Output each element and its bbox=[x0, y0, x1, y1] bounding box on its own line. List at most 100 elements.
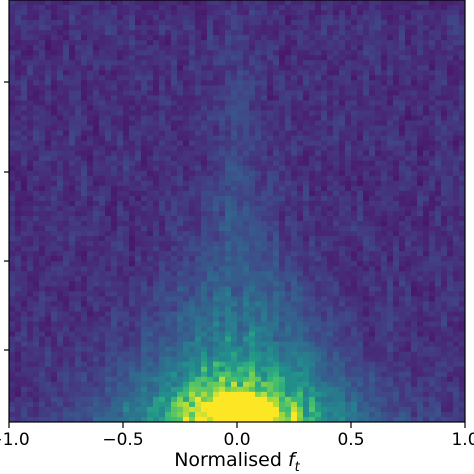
heatmap-cell bbox=[93, 35, 100, 41]
heatmap-cell bbox=[135, 145, 142, 152]
heatmap-cell bbox=[375, 85, 382, 92]
heatmap-cell bbox=[33, 130, 40, 137]
heatmap-cell bbox=[243, 291, 250, 297]
heatmap-cell bbox=[123, 271, 130, 277]
heatmap-cell bbox=[93, 100, 100, 107]
heatmap-cell bbox=[297, 291, 304, 297]
heatmap-cell bbox=[33, 200, 40, 207]
heatmap-cell bbox=[459, 221, 465, 227]
heatmap-cell bbox=[189, 291, 196, 297]
heatmap-cell bbox=[9, 205, 16, 212]
heatmap-cell bbox=[147, 90, 154, 97]
heatmap-cell bbox=[417, 306, 424, 313]
heatmap-cell bbox=[255, 80, 262, 86]
heatmap-cell bbox=[417, 185, 424, 192]
heatmap-cell bbox=[93, 60, 100, 66]
heatmap-cell bbox=[201, 211, 208, 217]
heatmap-cell bbox=[447, 256, 454, 262]
heatmap-cell bbox=[9, 115, 16, 122]
heatmap-cell bbox=[363, 135, 370, 142]
heatmap-cell bbox=[363, 65, 370, 71]
heatmap-cell bbox=[21, 226, 28, 232]
heatmap-cell bbox=[153, 5, 160, 11]
heatmap-cell bbox=[453, 65, 460, 71]
heatmap-cell bbox=[69, 50, 76, 56]
heatmap-cell bbox=[297, 251, 304, 257]
heatmap-cell bbox=[15, 241, 22, 247]
heatmap-cell bbox=[21, 140, 28, 147]
heatmap-cell bbox=[93, 20, 100, 26]
heatmap-cell bbox=[393, 5, 400, 11]
heatmap-cell bbox=[207, 15, 214, 21]
heatmap-cell bbox=[135, 170, 142, 177]
heatmap-cell bbox=[441, 60, 448, 66]
heatmap-cell bbox=[273, 40, 280, 46]
heatmap-cell bbox=[423, 60, 430, 66]
heatmap-cell bbox=[183, 0, 190, 6]
heatmap-cell bbox=[153, 130, 160, 137]
heatmap-cell bbox=[399, 95, 406, 102]
heatmap-cell bbox=[267, 90, 274, 97]
heatmap-cell bbox=[363, 40, 370, 46]
heatmap-cell bbox=[51, 321, 58, 328]
heatmap-cell bbox=[207, 165, 214, 172]
heatmap-cell bbox=[189, 70, 196, 76]
heatmap-cell bbox=[213, 50, 220, 56]
heatmap-cell bbox=[21, 286, 28, 292]
heatmap-cell bbox=[309, 35, 316, 41]
heatmap-cell bbox=[57, 281, 64, 287]
heatmap-cell bbox=[87, 95, 94, 102]
heatmap-cell bbox=[273, 271, 280, 277]
heatmap-cell bbox=[231, 110, 238, 117]
heatmap-cell bbox=[231, 0, 238, 6]
heatmap-cell bbox=[231, 200, 238, 207]
heatmap-cell bbox=[459, 241, 465, 247]
heatmap-cell bbox=[105, 200, 112, 207]
heatmap-cell bbox=[249, 45, 256, 51]
heatmap-cell bbox=[39, 276, 46, 282]
heatmap-cell bbox=[57, 145, 64, 152]
heatmap-cell bbox=[111, 221, 118, 227]
heatmap-cell bbox=[459, 165, 465, 172]
heatmap-cell bbox=[87, 115, 94, 122]
heatmap-cell bbox=[165, 145, 172, 152]
heatmap-cell bbox=[279, 120, 286, 127]
heatmap-cell bbox=[123, 316, 130, 323]
heatmap-cell bbox=[351, 155, 358, 162]
heatmap-cell bbox=[279, 110, 286, 117]
heatmap-cell bbox=[249, 180, 256, 187]
heatmap-cell bbox=[159, 50, 166, 56]
heatmap-cell bbox=[15, 271, 22, 277]
heatmap-cell bbox=[243, 306, 250, 313]
heatmap-cell bbox=[315, 271, 322, 277]
heatmap-cell bbox=[225, 221, 232, 227]
heatmap-cell bbox=[87, 251, 94, 257]
heatmap-cell bbox=[183, 296, 190, 303]
heatmap-cell bbox=[291, 311, 298, 318]
heatmap-cell bbox=[183, 276, 190, 282]
heatmap-cell bbox=[225, 50, 232, 56]
heatmap-cell bbox=[129, 276, 136, 282]
heatmap-cell bbox=[45, 160, 52, 167]
heatmap-cell bbox=[345, 266, 352, 272]
heatmap-cell bbox=[267, 261, 274, 267]
heatmap-cell bbox=[177, 5, 184, 11]
heatmap-cell bbox=[399, 195, 406, 202]
heatmap-cell bbox=[417, 50, 424, 56]
heatmap-cell bbox=[441, 221, 448, 227]
heatmap-cell bbox=[117, 211, 124, 217]
heatmap-cell bbox=[369, 120, 376, 127]
heatmap-cell bbox=[243, 70, 250, 76]
heatmap-cell bbox=[189, 85, 196, 92]
heatmap-cell bbox=[225, 20, 232, 26]
heatmap-cell bbox=[351, 40, 358, 46]
heatmap-cell bbox=[231, 115, 238, 122]
heatmap-cell bbox=[219, 190, 226, 197]
heatmap-cell bbox=[387, 105, 394, 112]
heatmap-cell bbox=[165, 10, 172, 16]
heatmap-cell bbox=[105, 246, 112, 252]
heatmap-cell bbox=[69, 125, 76, 132]
heatmap-cell bbox=[183, 205, 190, 212]
heatmap-cell bbox=[21, 266, 28, 272]
heatmap-cell bbox=[27, 95, 34, 102]
